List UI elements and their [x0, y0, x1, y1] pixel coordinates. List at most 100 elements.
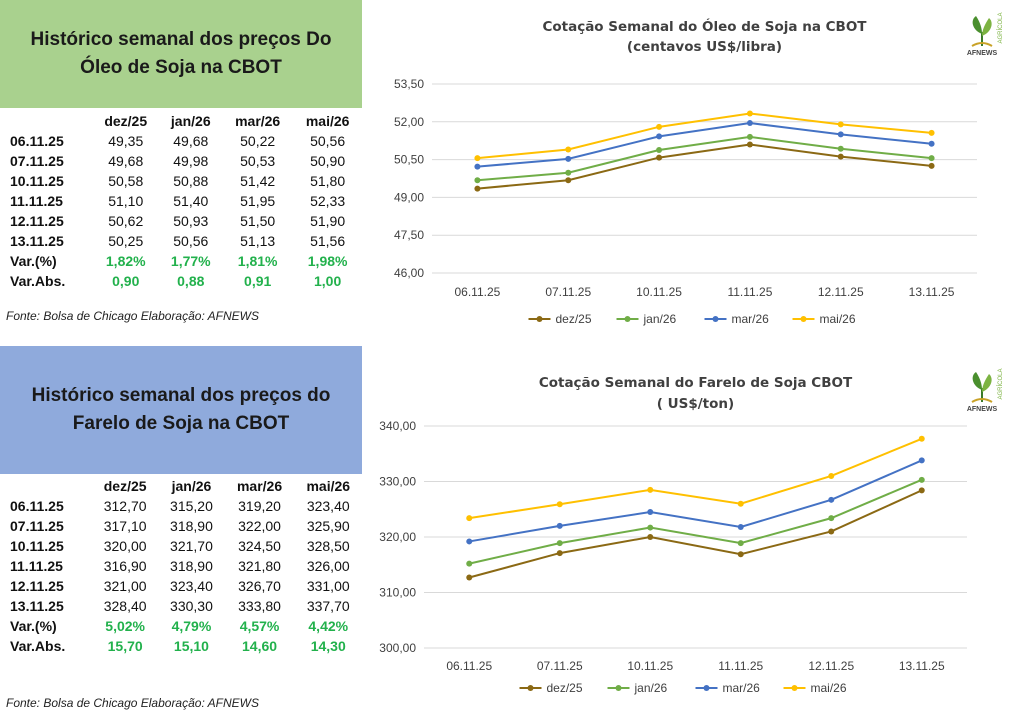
y-tick-label: 340,00 [379, 419, 416, 433]
row-date: 11.11.25 [10, 193, 63, 209]
series-line [477, 135, 932, 182]
logo-name: AFNEWS [967, 50, 998, 57]
data-point [647, 486, 654, 493]
y-tick-label: 320,00 [379, 530, 416, 544]
price-cell: 50,56 [310, 133, 346, 149]
data-point [828, 496, 835, 503]
oil-price-chart: Cotação Semanal do Óleo de Soja na CBOT (… [394, 12, 1004, 326]
table-row: 12.11.25 50,62 50,93 51,50 51,90 [0, 211, 362, 231]
table-row: 11.11.25 316,90 318,90 321,80 326,00 [0, 556, 362, 576]
data-point [647, 534, 654, 540]
legend-label: dez/25 [556, 312, 592, 326]
logo-leaf-right [982, 374, 992, 392]
price-cell: 320,00 [103, 538, 147, 554]
price-cell: 51,80 [310, 173, 346, 189]
logo-leaf-left [972, 16, 982, 34]
price-cell: 331,00 [306, 578, 350, 594]
price-cell: 333,80 [238, 598, 281, 614]
variation-cell: 0,91 [244, 273, 272, 289]
price-cell: 50,93 [173, 213, 209, 229]
y-tick-label: 310,00 [379, 586, 416, 600]
price-cell: 318,90 [170, 558, 213, 574]
logo-leaf-right [982, 18, 992, 36]
price-cell: 325,90 [306, 518, 350, 534]
price-cell: 51,13 [240, 233, 276, 249]
legend-swatch-marker [703, 685, 710, 691]
data-point [565, 169, 572, 176]
price-cell: 50,22 [240, 133, 276, 149]
row-date: 11.11.25 [10, 558, 63, 574]
data-point [918, 457, 925, 464]
price-cell: 52,33 [310, 193, 346, 209]
data-point [918, 435, 925, 442]
corner-cell [0, 111, 92, 131]
variation-cell: 15,10 [173, 638, 209, 654]
price-cell: 318,90 [170, 518, 213, 534]
meal-price-table: dez/25 jan/26 mar/26 mai/26 06.11.25 312,70 31… [0, 476, 362, 656]
data-point [928, 162, 935, 169]
table-row: 13.11.25 50,25 50,56 51,13 51,56 [0, 231, 362, 251]
column-header: jan/26 [171, 478, 212, 494]
variation-absolute-row: Var.Abs. 15,70 15,10 14,60 14,30 [0, 636, 362, 656]
series-line [468, 489, 923, 579]
variation-cell: 1,98% [307, 253, 348, 269]
price-cell: 323,40 [306, 498, 350, 514]
table-row: 11.11.25 51,10 51,40 51,95 52,33 [0, 191, 362, 211]
legend-label: mar/26 [732, 312, 770, 326]
data-point [647, 524, 654, 531]
data-point [828, 472, 835, 479]
price-cell: 51,50 [240, 213, 276, 229]
price-cell: 50,90 [310, 153, 346, 169]
data-point [556, 550, 563, 557]
column-header: mar/26 [235, 113, 281, 129]
row-date: 07.11.25 [10, 518, 64, 534]
data-point [746, 120, 753, 127]
data-point [556, 522, 563, 529]
meal-heading-text: Histórico semanal dos preços do Farelo d… [31, 385, 331, 434]
column-header: mai/26 [305, 113, 350, 129]
price-cell: 51,90 [310, 213, 346, 229]
legend-swatch-marker [800, 316, 807, 322]
data-point [928, 140, 935, 147]
data-point [474, 177, 481, 184]
variation-label: Var.Abs. [10, 638, 66, 654]
variation-cell: 1,82% [105, 253, 146, 269]
x-tick-label: 10.11.25 [627, 659, 673, 673]
chart-subtitle: ( US$/ton) [657, 396, 734, 412]
logo-subtitle: AGRÍCOLA [997, 12, 1004, 43]
data-point [565, 177, 572, 184]
legend-swatch-marker [615, 685, 622, 691]
logo-subtitle: AGRÍCOLA [997, 368, 1004, 399]
legend-item: mar/26 [704, 312, 770, 326]
price-cell: 50,62 [108, 213, 144, 229]
price-cell: 328,50 [306, 538, 350, 554]
legend-swatch-marker [712, 316, 719, 322]
table-row: 06.11.25 49,35 49,68 50,22 50,56 [0, 131, 362, 151]
price-cell: 328,40 [103, 598, 147, 614]
data-point [656, 123, 663, 130]
price-cell: 50,58 [108, 173, 144, 189]
legend-label: mai/26 [820, 312, 856, 326]
data-point [656, 147, 663, 154]
variation-cell: 4,42% [308, 618, 349, 634]
price-cell: 51,10 [108, 193, 144, 209]
chart-title: Cotação Semanal do Óleo de Soja na CBOT [542, 17, 867, 35]
price-cell: 337,70 [306, 598, 350, 614]
legend-item: dez/25 [519, 681, 583, 695]
legend-label: mar/26 [723, 681, 761, 695]
column-header: mar/26 [236, 478, 283, 494]
variation-label: Var.Abs. [10, 273, 66, 289]
chart-subtitle: (centavos US$/libra) [627, 39, 782, 55]
table-row: 12.11.25 321,00 323,40 326,70 331,00 [0, 576, 362, 596]
data-point [565, 155, 572, 162]
price-cell: 49,68 [108, 153, 144, 169]
price-cell: 319,20 [238, 498, 281, 514]
price-cell: 326,00 [306, 558, 350, 574]
x-tick-label: 11.11.25 [718, 659, 763, 673]
y-tick-label: 330,00 [379, 475, 416, 489]
data-point [928, 155, 935, 162]
legend-label: mai/26 [811, 681, 847, 695]
corner-cell [0, 476, 92, 496]
price-cell: 315,20 [170, 498, 213, 514]
price-cell: 51,40 [173, 193, 209, 209]
